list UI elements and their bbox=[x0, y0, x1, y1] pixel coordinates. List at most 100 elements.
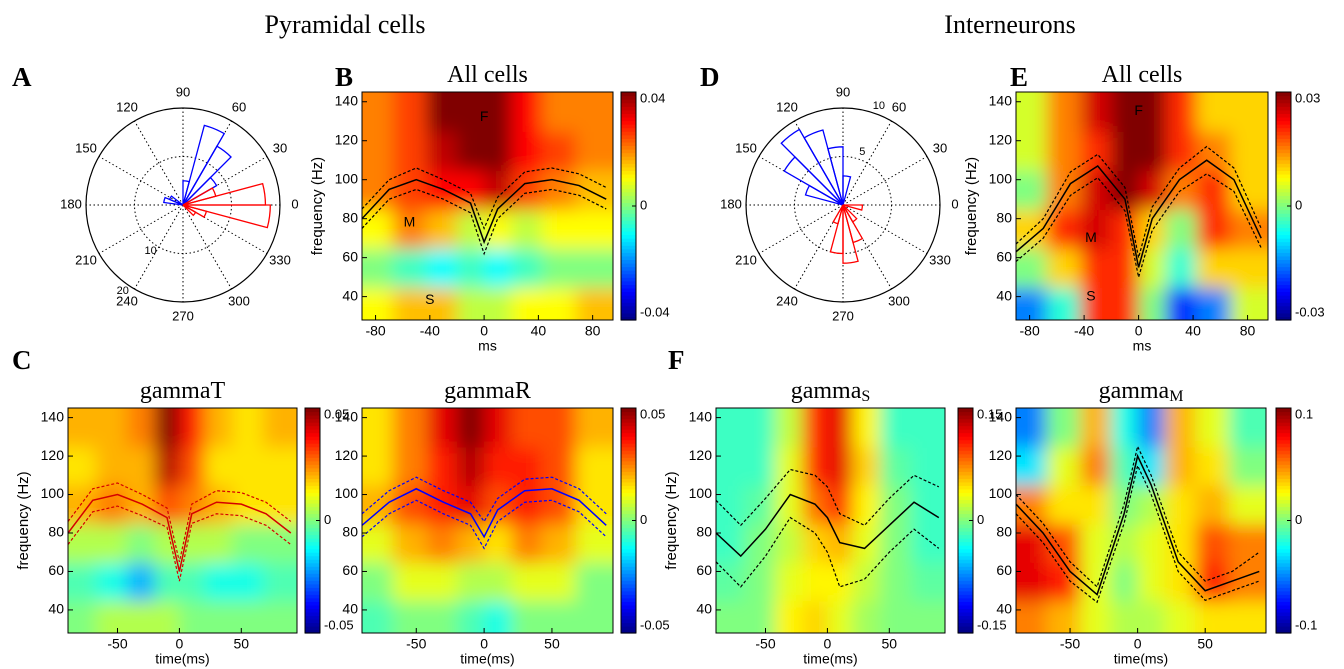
heat-cell bbox=[456, 600, 486, 633]
colorbar-step bbox=[621, 590, 636, 595]
colorbar-step bbox=[1276, 562, 1291, 567]
y-tick-label: 100 bbox=[989, 170, 1013, 186]
chart-title-text: gammaT bbox=[140, 378, 226, 404]
colorbar-step bbox=[621, 418, 636, 423]
heat-cell bbox=[456, 408, 486, 448]
heat-cell bbox=[1016, 247, 1048, 288]
colorbar-step bbox=[958, 548, 973, 553]
colorbar-step bbox=[1276, 209, 1291, 214]
colorbar-step bbox=[621, 99, 636, 104]
heat-cell bbox=[852, 484, 882, 525]
rose-bar bbox=[842, 204, 864, 244]
heat-cell bbox=[392, 247, 428, 288]
colorbar-step bbox=[621, 255, 636, 261]
theta-tick-label: 60 bbox=[892, 99, 906, 114]
colorbar-step bbox=[958, 457, 973, 462]
heat-cell bbox=[1080, 523, 1112, 563]
annotation: M bbox=[1085, 229, 1097, 245]
heat-cell bbox=[362, 208, 394, 249]
colorbar-step bbox=[305, 509, 320, 515]
heat-cell bbox=[541, 408, 577, 448]
y-tick-label: 100 bbox=[689, 485, 713, 501]
colorbar-step bbox=[1276, 116, 1291, 122]
y-tick-label: 80 bbox=[696, 524, 712, 540]
colorbar-step bbox=[621, 460, 636, 465]
colorbar-step bbox=[305, 457, 320, 462]
heat-cell bbox=[511, 208, 543, 249]
colorbar-step bbox=[621, 594, 636, 599]
colorbar-step bbox=[1276, 516, 1291, 522]
heatmap-field bbox=[1016, 92, 1268, 320]
x-tick-label: -80 bbox=[1020, 323, 1040, 339]
colorbar-step bbox=[621, 509, 636, 515]
heat-cell bbox=[95, 408, 128, 448]
colorbar-step bbox=[958, 460, 973, 465]
heat-cell bbox=[426, 408, 458, 448]
annotation: M bbox=[404, 213, 416, 229]
heat-cell bbox=[154, 600, 181, 633]
y-tick-label: 60 bbox=[342, 562, 358, 578]
colorbar-step bbox=[621, 502, 636, 508]
chart-title-text: All cells bbox=[1102, 62, 1183, 88]
theta-tick-label: 330 bbox=[269, 252, 291, 267]
contour-line bbox=[68, 505, 292, 582]
colorbar-step bbox=[1276, 156, 1291, 161]
colorbar-step bbox=[958, 566, 973, 571]
heat-cell bbox=[1137, 600, 1166, 633]
y-axis-label: frequency (Hz) bbox=[15, 471, 32, 569]
colorbar-step bbox=[621, 127, 636, 132]
heat-cell bbox=[1165, 247, 1198, 288]
colorbar-step bbox=[1276, 280, 1291, 285]
colorbar-step bbox=[621, 230, 636, 236]
colorbar-step bbox=[621, 425, 636, 430]
colorbar-step bbox=[1276, 545, 1291, 550]
colorbar-step bbox=[1276, 597, 1291, 602]
colorbar-step bbox=[1276, 95, 1291, 100]
x-tick-label: -50 bbox=[107, 636, 127, 652]
colorbar-step bbox=[621, 287, 636, 293]
colorbar-step bbox=[621, 597, 636, 602]
y-tick-label: 60 bbox=[996, 248, 1012, 264]
colorbar-step bbox=[1276, 555, 1291, 560]
colorbar-step bbox=[958, 629, 973, 634]
colorbar-step bbox=[1276, 195, 1291, 200]
chart-title: All cells bbox=[447, 62, 528, 88]
colorbar-step bbox=[621, 555, 636, 560]
chart-title: gammaT bbox=[140, 378, 226, 404]
theta-tick-label: 210 bbox=[735, 252, 757, 267]
heat-cell bbox=[1165, 130, 1198, 171]
colorbar-step bbox=[1276, 432, 1291, 437]
colorbar-step bbox=[305, 625, 320, 631]
contour-line bbox=[362, 178, 607, 245]
heat-cell bbox=[541, 247, 577, 288]
colorbar-step bbox=[1276, 573, 1291, 578]
y-tick-label: 140 bbox=[335, 92, 359, 108]
colorbar-step bbox=[958, 485, 973, 490]
colorbar-step bbox=[621, 583, 636, 588]
colorbar-step bbox=[958, 576, 973, 581]
heat-cell bbox=[774, 523, 804, 563]
heat-cell bbox=[1228, 484, 1266, 525]
heatmap-field bbox=[362, 408, 613, 633]
colorbar-step bbox=[958, 436, 973, 441]
colorbar-step bbox=[305, 502, 320, 508]
heat-cell bbox=[1080, 484, 1112, 525]
x-tick-label: -50 bbox=[755, 636, 775, 652]
colorbar-step bbox=[305, 418, 320, 423]
colorbar-step bbox=[305, 471, 320, 476]
colorbar-step bbox=[1276, 109, 1291, 114]
colorbar-step bbox=[1276, 173, 1291, 179]
heat-cell bbox=[852, 408, 882, 448]
theta-tick-label: 270 bbox=[832, 308, 854, 323]
r-ring bbox=[85, 107, 281, 303]
colorbar-step bbox=[1276, 415, 1291, 420]
colorbar-step bbox=[1276, 439, 1291, 444]
heat-cell bbox=[179, 600, 206, 633]
colorbar-step bbox=[621, 159, 636, 164]
heat-cell bbox=[511, 523, 543, 563]
colorbar-step bbox=[958, 601, 973, 606]
panel-letter: F bbox=[668, 345, 685, 375]
heat-cell bbox=[232, 600, 264, 633]
heat-cell bbox=[262, 523, 297, 563]
heat-cell bbox=[456, 286, 486, 320]
